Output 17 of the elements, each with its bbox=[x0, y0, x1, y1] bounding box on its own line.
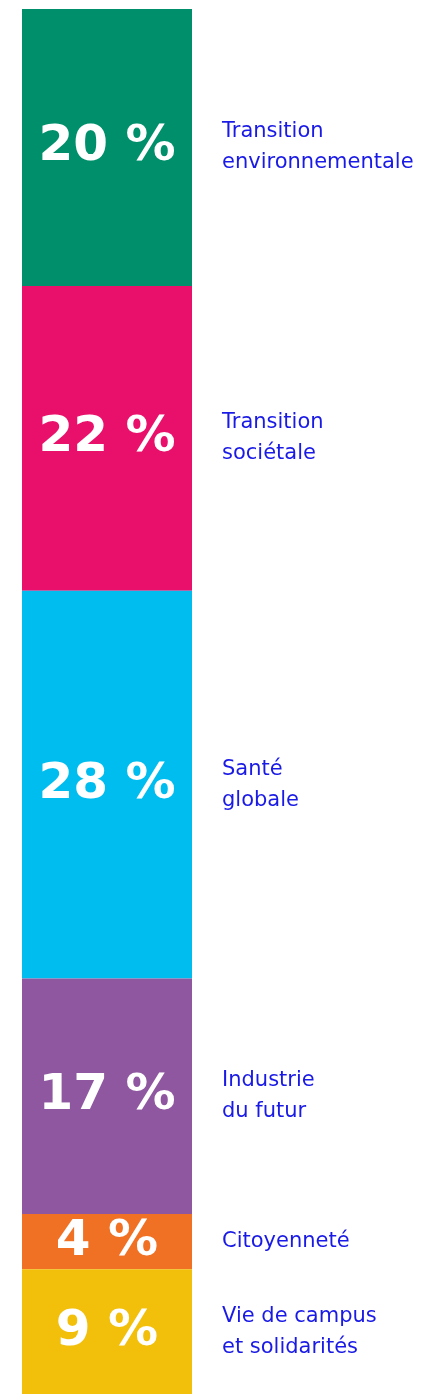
data-label: 22 % bbox=[38, 405, 176, 464]
bar bbox=[22, 590, 192, 979]
data-label: 9 % bbox=[55, 1298, 159, 1357]
series-label: Citoyenneté bbox=[222, 1228, 350, 1253]
data-label: 20 % bbox=[38, 114, 176, 173]
bar bbox=[22, 9, 192, 286]
data-label: 4 % bbox=[55, 1208, 159, 1267]
bar bbox=[22, 1269, 192, 1394]
data-label: 28 % bbox=[38, 751, 176, 810]
series-label: Santé globale bbox=[222, 755, 299, 811]
series-label: Transition environnementale bbox=[221, 118, 414, 174]
bar bbox=[22, 978, 192, 1214]
series-label: Transition sociétale bbox=[221, 409, 324, 465]
series-label: Industrie du futur bbox=[222, 1067, 315, 1123]
bar bbox=[22, 286, 192, 591]
series-label: Vie de campus et solidarités bbox=[222, 1302, 377, 1358]
data-label: 17 % bbox=[38, 1063, 176, 1122]
